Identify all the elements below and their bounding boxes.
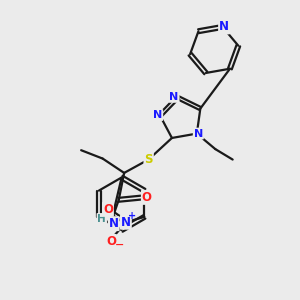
Text: N: N	[169, 92, 179, 102]
Text: O: O	[103, 203, 113, 216]
Text: S: S	[144, 153, 153, 166]
Text: +: +	[128, 211, 136, 221]
Text: N: N	[153, 110, 162, 120]
Text: O: O	[106, 235, 116, 248]
Text: −: −	[115, 239, 124, 249]
Text: N: N	[121, 216, 131, 229]
Text: N: N	[219, 20, 229, 34]
Text: N: N	[194, 129, 203, 139]
Text: O: O	[142, 191, 152, 204]
Text: H: H	[98, 214, 106, 224]
Text: N: N	[109, 217, 119, 230]
